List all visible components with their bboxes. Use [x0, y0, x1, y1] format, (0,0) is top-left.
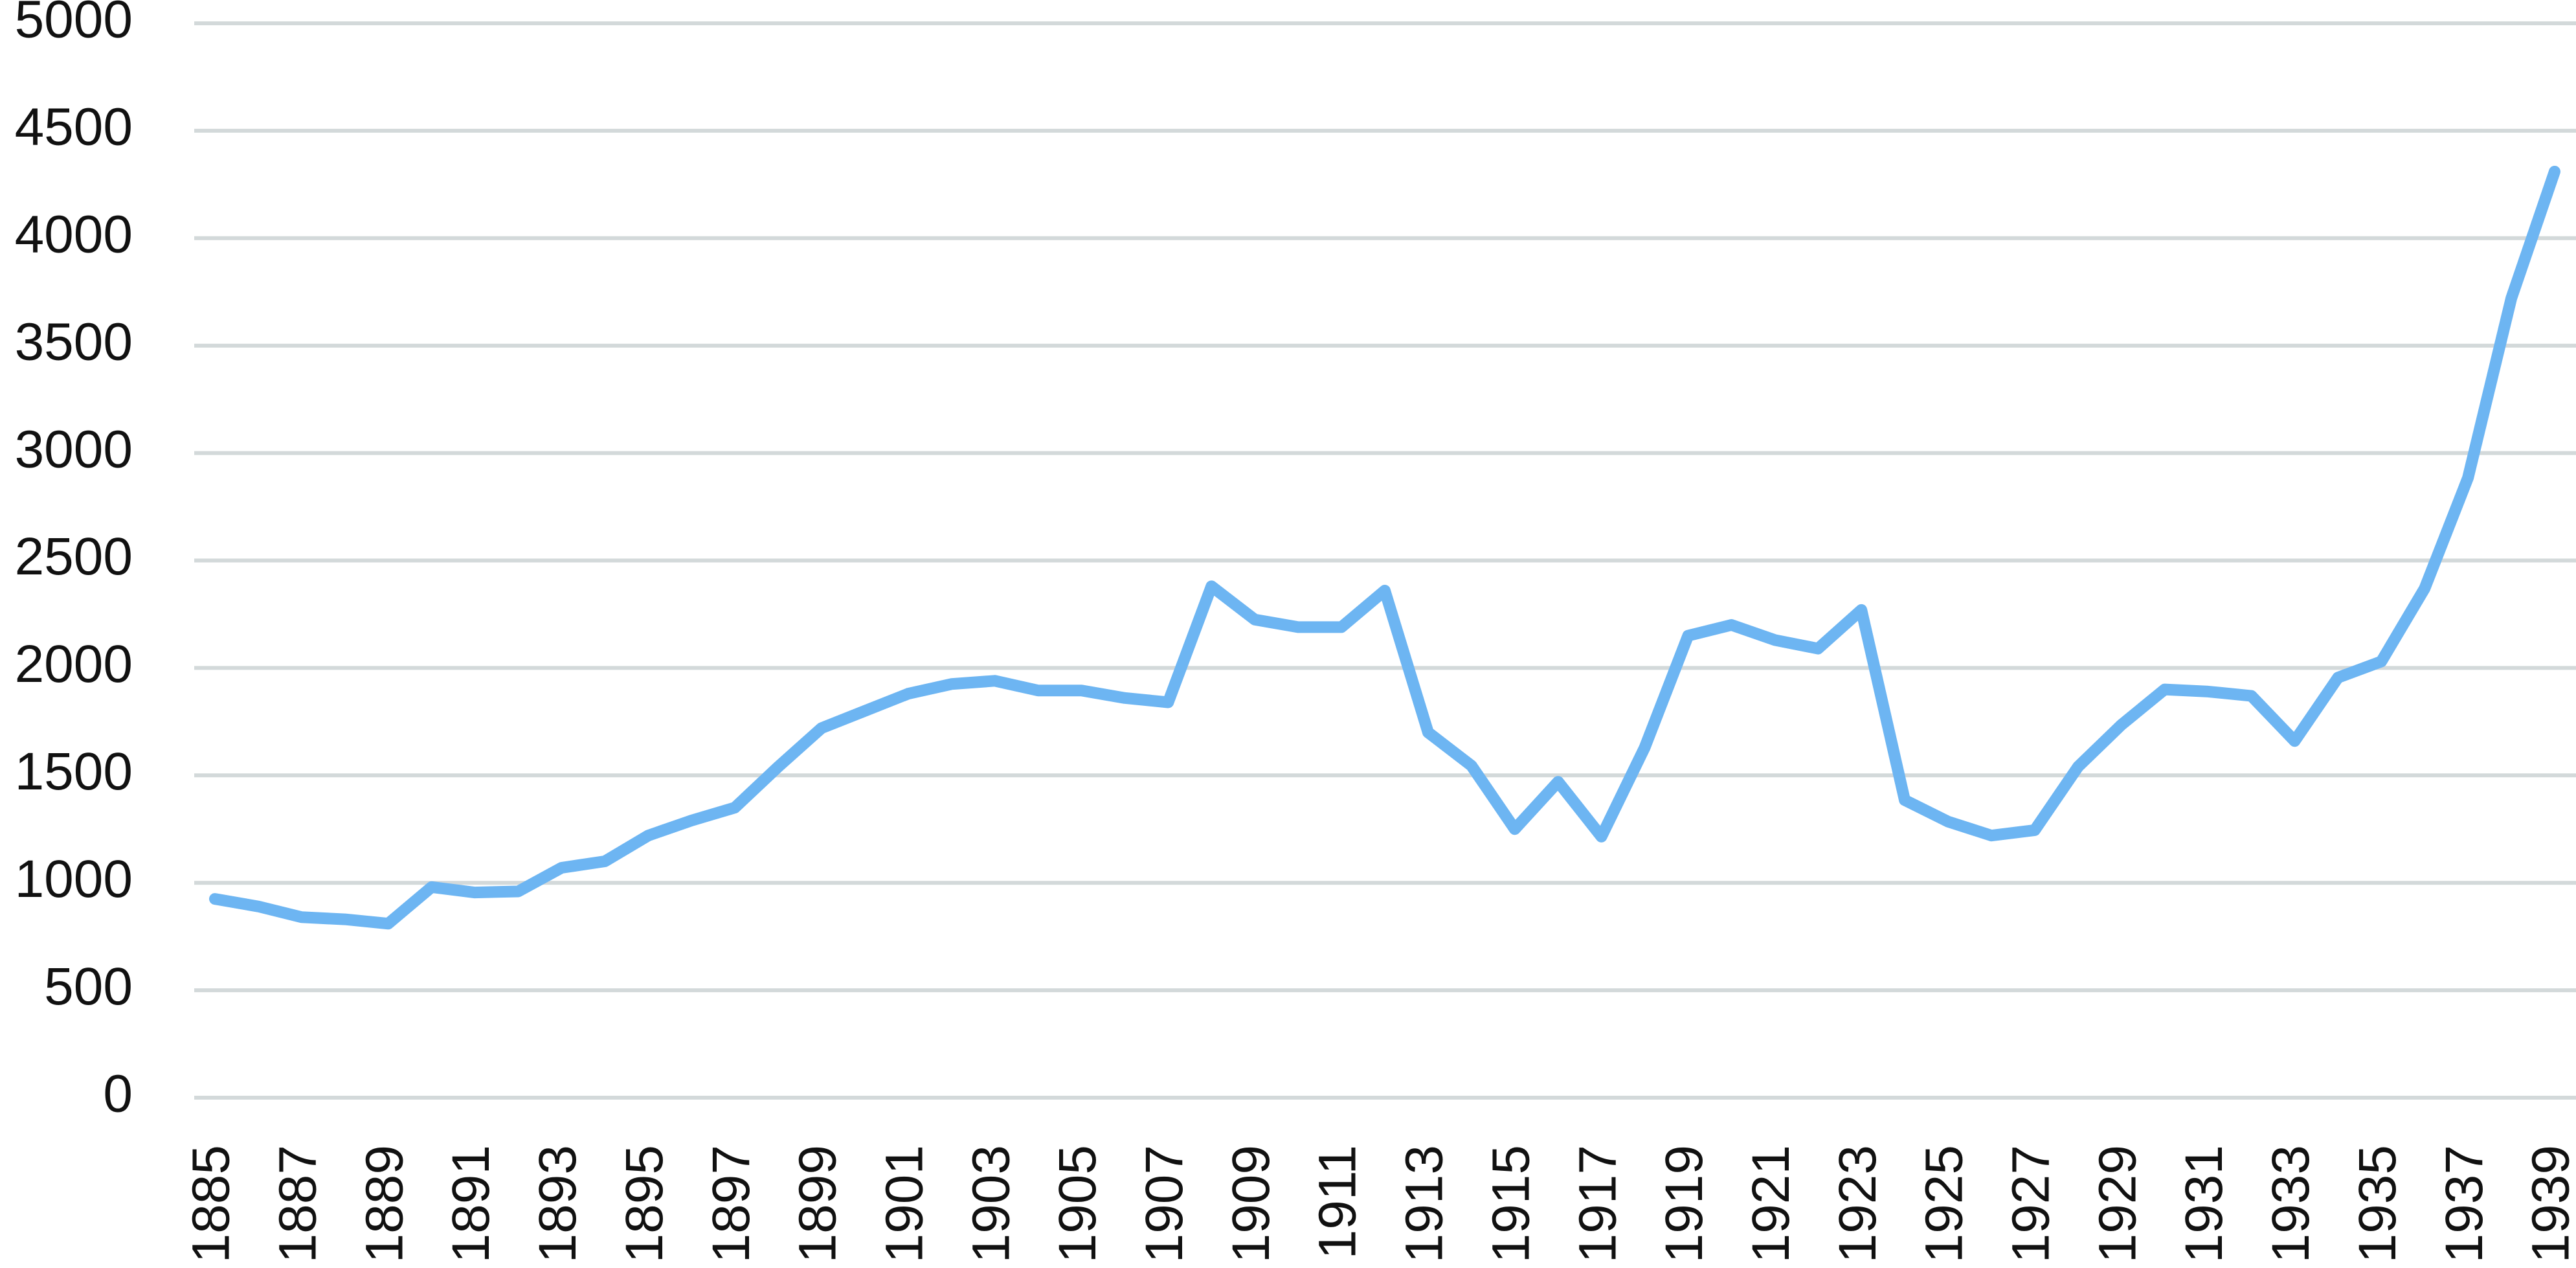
x-tick-label: 1917 [1568, 1145, 1627, 1263]
y-tick-label: 1500 [15, 742, 133, 801]
y-tick-label: 5000 [15, 0, 133, 49]
x-tick-label: 1933 [2261, 1145, 2320, 1263]
y-tick-label: 3000 [15, 420, 133, 479]
x-tick-label: 1905 [1048, 1145, 1107, 1263]
x-tick-label: 1897 [702, 1145, 761, 1263]
y-tick-label: 1000 [15, 850, 133, 909]
x-tick-label: 1923 [1828, 1145, 1887, 1263]
x-tick-label: 1913 [1395, 1145, 1454, 1263]
x-tick-label: 1925 [1915, 1145, 1974, 1263]
y-tick-label: 500 [44, 957, 133, 1016]
x-tick-label: 1927 [2002, 1145, 2061, 1263]
x-tick-label: 1919 [1655, 1145, 1714, 1263]
x-tick-label: 1889 [355, 1145, 414, 1263]
x-tick-label: 1911 [1308, 1145, 1367, 1259]
x-tick-label: 1935 [2348, 1145, 2407, 1263]
y-tick-label: 4500 [15, 98, 133, 157]
x-tick-label: 1907 [1135, 1145, 1194, 1263]
x-tick-label: 1939 [2522, 1145, 2576, 1263]
x-tick-label: 1921 [1742, 1145, 1800, 1263]
y-tick-label: 2000 [15, 635, 133, 694]
x-tick-label: 1903 [961, 1145, 1020, 1263]
data-line [209, 165, 2560, 930]
y-tick-label: 2500 [15, 527, 133, 586]
y-tick-label: 4000 [15, 205, 133, 264]
x-tick-label: 1931 [2175, 1145, 2234, 1263]
x-tick-label: 1929 [2088, 1145, 2147, 1263]
x-tick-label: 1915 [1481, 1145, 1540, 1263]
x-tick-label: 1885 [182, 1145, 241, 1263]
x-tick-label: 1909 [1222, 1145, 1281, 1263]
y-tick-label: 3500 [15, 312, 133, 371]
x-tick-label: 1893 [528, 1145, 587, 1263]
x-tick-label: 1887 [269, 1145, 328, 1263]
x-tick-label: 1891 [442, 1145, 500, 1263]
x-tick-label: 1895 [615, 1145, 674, 1263]
y-tick-label: 0 [103, 1065, 133, 1124]
x-tick-label: 1937 [2435, 1145, 2494, 1263]
x-tick-label: 1901 [875, 1145, 934, 1263]
x-tick-label: 1899 [789, 1145, 847, 1263]
